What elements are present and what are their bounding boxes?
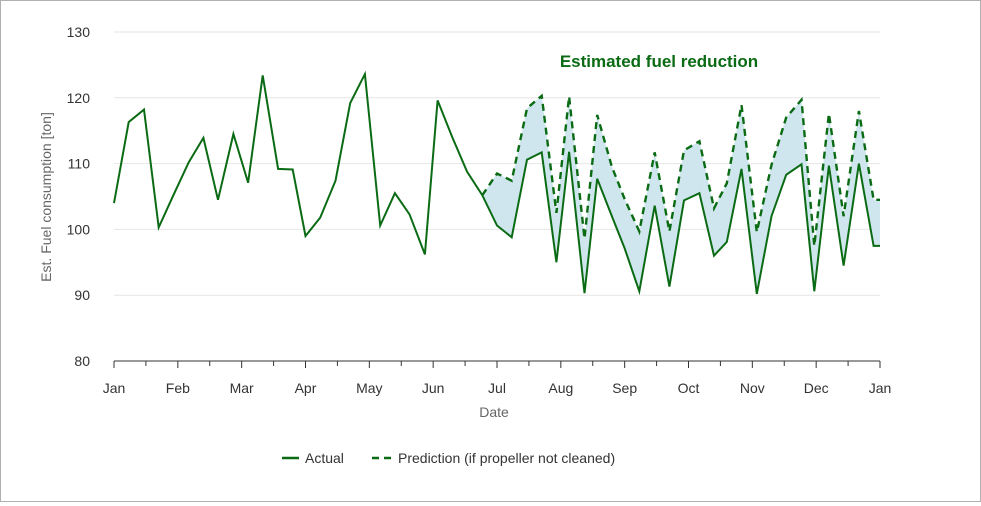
x-axis-tick-labels: Jan Feb Mar Apr May Jun Jul Aug Sep Oct Nov Dec Jan bbox=[103, 380, 892, 396]
y-tick-label: 90 bbox=[74, 287, 90, 303]
fuel-reduction-area bbox=[482, 95, 880, 294]
y-tick-label: 80 bbox=[74, 353, 90, 369]
y-axis-title: Est. Fuel consumption [ton] bbox=[38, 112, 54, 282]
x-tick-label: Oct bbox=[678, 380, 700, 396]
x-tick-label: Jun bbox=[422, 380, 445, 396]
x-tick-label: Nov bbox=[740, 380, 765, 396]
legend: Actual Prediction (if propeller not clea… bbox=[282, 450, 615, 466]
y-tick-label: 100 bbox=[67, 221, 91, 237]
x-tick-label: Dec bbox=[804, 380, 829, 396]
legend-item-prediction[interactable]: Prediction (if propeller not cleaned) bbox=[372, 450, 615, 466]
y-axis-tick-labels: 80 90 100 110 120 130 bbox=[67, 24, 91, 369]
y-tick-label: 120 bbox=[67, 90, 91, 106]
x-tick-label: Jan bbox=[869, 380, 892, 396]
x-tick-label: Sep bbox=[612, 380, 637, 396]
x-tick-label: Apr bbox=[295, 380, 317, 396]
x-tick-label: Aug bbox=[548, 380, 573, 396]
x-tick-label: Feb bbox=[166, 380, 190, 396]
legend-label-prediction: Prediction (if propeller not cleaned) bbox=[398, 450, 615, 466]
y-tick-label: 130 bbox=[67, 24, 91, 40]
chart-annotation: Estimated fuel reduction bbox=[560, 52, 758, 71]
x-axis-title: Date bbox=[479, 404, 509, 420]
x-tick-label: May bbox=[356, 380, 382, 396]
prediction-series-line bbox=[481, 93, 880, 247]
axes bbox=[113, 360, 881, 368]
actual-series-line bbox=[113, 70, 880, 296]
y-tick-label: 110 bbox=[68, 156, 91, 172]
gridlines bbox=[114, 31, 880, 296]
legend-item-actual[interactable]: Actual bbox=[282, 450, 344, 466]
x-tick-label: Jul bbox=[488, 380, 506, 396]
x-tick-label: Mar bbox=[230, 380, 254, 396]
legend-label-actual: Actual bbox=[305, 450, 344, 466]
x-tick-label: Jan bbox=[103, 380, 126, 396]
